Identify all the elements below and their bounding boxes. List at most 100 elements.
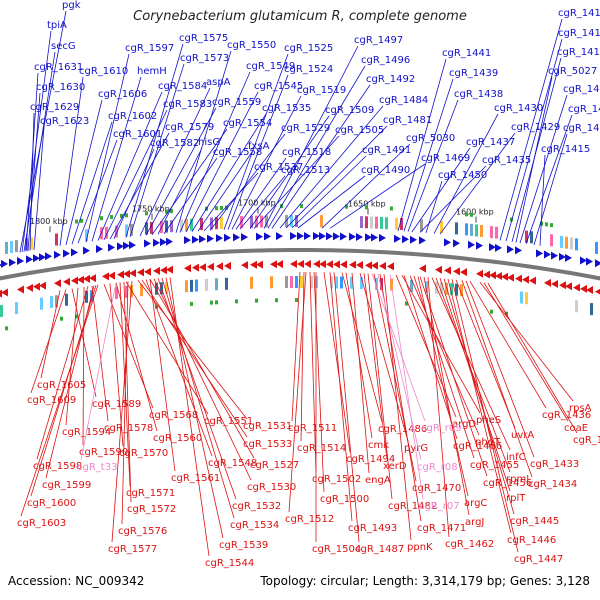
- minus-gene-arrow: [507, 273, 514, 282]
- gene-leader-line: [20, 284, 99, 517]
- plus-annotation-block: [370, 216, 373, 229]
- gene-label: cgR_1533: [243, 439, 292, 450]
- gene-label: cgR_1512: [285, 514, 334, 525]
- ruler-label: 1750 kbp: [132, 205, 170, 214]
- gene-label: cgR_1601: [113, 129, 162, 140]
- gene-label: infC: [506, 452, 526, 463]
- plus-annotation-block: [170, 220, 173, 233]
- gene-label: cgR_1532: [232, 501, 281, 512]
- gene-leader-line: [499, 18, 563, 241]
- gene-leader-line: [519, 94, 568, 244]
- minus-gene-arrow: [0, 289, 2, 298]
- plus-annotation-block: [165, 220, 168, 233]
- gene-label: cmk: [368, 440, 389, 451]
- gene-label: cgR_1417: [558, 8, 600, 19]
- plus-annotation-block: [380, 216, 383, 229]
- gene-label: cgR_1603: [17, 518, 66, 529]
- gene-label: cgR_1524: [284, 64, 333, 75]
- gene-leader-line: [433, 113, 499, 234]
- gene-label: cgR_1511: [288, 423, 337, 434]
- gene-leader-line: [515, 76, 553, 243]
- gene-label: cgR_1416: [558, 28, 600, 39]
- gene-leader-line: [443, 278, 515, 515]
- gene-label: cgR_1486: [378, 424, 427, 435]
- gene-label: engA: [365, 475, 391, 486]
- plus-marker: [75, 219, 78, 224]
- gene-leader-line: [271, 84, 371, 229]
- gene-leader-line: [407, 99, 459, 232]
- gene-label: cgR_1441: [442, 48, 491, 59]
- gene-leader-line: [439, 132, 516, 235]
- minus-annotation-block: [155, 282, 158, 295]
- minus-gene-arrow: [297, 260, 304, 269]
- minus-marker: [490, 309, 493, 314]
- gene-leader-line: [419, 165, 487, 233]
- gene-label: secG: [51, 41, 76, 52]
- gene-leader-line: [389, 274, 424, 500]
- plus-annotation-block: [55, 233, 58, 246]
- gene-label: cgR_1570: [119, 448, 168, 459]
- gene-leader-line: [403, 78, 454, 232]
- minus-annotation-block: [460, 284, 463, 297]
- gene-label: cgR_1434: [528, 479, 577, 490]
- gene-label: cgR_1433: [530, 459, 579, 470]
- gene-label: cgR_1427: [573, 435, 600, 446]
- gene-leader-line: [137, 280, 248, 420]
- gene-leader-line: [431, 277, 511, 451]
- minus-gene-arrow: [340, 260, 347, 269]
- gene-label: cgR_1599: [42, 480, 91, 491]
- gene-label: cgR_1530: [247, 482, 296, 493]
- gene-leader-line: [149, 278, 255, 459]
- gene-label: cgR_1544: [205, 558, 254, 569]
- plus-annotation-block: [180, 219, 183, 232]
- plus-gene-arrow: [184, 236, 191, 245]
- plus-gene-arrow: [326, 232, 333, 241]
- minus-gene-arrow: [144, 267, 151, 276]
- plus-gene-arrow: [536, 249, 543, 258]
- plus-annotation-block: [285, 215, 288, 228]
- plus-gene-arrow: [340, 232, 347, 241]
- gene-label: cgR_1629: [30, 102, 79, 113]
- plus-annotation-block: [30, 237, 33, 250]
- plus-gene-arrow: [444, 238, 451, 247]
- plus-gene-arrow: [333, 232, 340, 241]
- ruler-label: 1700 kbp: [238, 199, 276, 208]
- minus-gene-arrow: [276, 260, 283, 269]
- plus-annotation-block: [215, 217, 218, 230]
- plus-annotation-block: [115, 225, 118, 238]
- plus-annotation-block: [565, 236, 568, 249]
- gene-leader-line: [123, 281, 132, 503]
- plus-annotation-block: [550, 234, 553, 247]
- plus-annotation-block: [200, 218, 203, 231]
- gene-leader-line: [263, 45, 359, 229]
- gene-label: cgR_1568: [149, 410, 198, 421]
- minus-gene-arrow: [224, 261, 231, 270]
- gene-leader-line: [36, 286, 89, 460]
- plus-annotation-block: [320, 215, 323, 228]
- plus-gene-arrow: [123, 241, 130, 250]
- gene-leader-line: [239, 175, 286, 230]
- gene-leader-line: [129, 63, 185, 238]
- gene-label: cgR_1471: [417, 523, 466, 534]
- plus-annotation-block: [125, 224, 128, 237]
- gene-leader-line: [203, 172, 259, 232]
- plus-gene-arrow: [17, 257, 24, 266]
- minus-annotation-block: [15, 302, 18, 315]
- gene-leader-line: [151, 128, 228, 235]
- gene-leader-line: [111, 280, 133, 543]
- gene-leader-line: [291, 271, 301, 422]
- plus-gene-arrow: [144, 239, 151, 248]
- plus-gene-arrow: [356, 232, 363, 241]
- minus-gene-arrow: [460, 268, 467, 277]
- minus-gene-arrow: [250, 260, 257, 269]
- minus-gene-arrow: [365, 261, 372, 270]
- gene-label: cgR_1446: [507, 535, 556, 546]
- gene-label: cgR_1462: [445, 539, 494, 550]
- minus-marker: [75, 314, 78, 319]
- gene-label: cgR_1529: [281, 123, 330, 134]
- minus-gene-arrow: [483, 270, 490, 279]
- gene-leader-line: [483, 282, 569, 422]
- plus-gene-arrow: [166, 237, 173, 246]
- minus-annotation-block: [295, 276, 298, 289]
- minus-annotation-block: [575, 300, 578, 313]
